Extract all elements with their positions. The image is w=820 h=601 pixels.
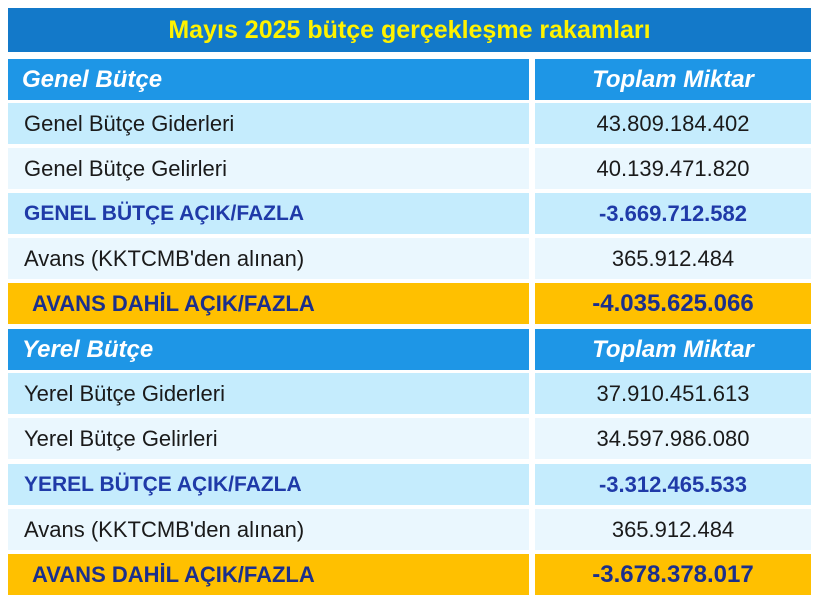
table-row: Avans (KKTCMB'den alınan) 365.912.484: [8, 238, 811, 279]
row-label: Genel Bütçe Gelirleri: [8, 148, 529, 189]
row-label: Yerel Bütçe Giderleri: [8, 373, 529, 414]
row-value: -3.312.465.533: [535, 464, 811, 505]
table-row: Yerel Bütçe Gelirleri 34.597.986.080: [8, 418, 811, 459]
row-value: 40.139.471.820: [535, 148, 811, 189]
row-label: AVANS DAHİL AÇIK/FAZLA: [8, 283, 529, 324]
row-value: 34.597.986.080: [535, 418, 811, 459]
page-title: Mayıs 2025 bütçe gerçekleşme rakamları: [8, 8, 811, 52]
row-value: -4.035.625.066: [535, 283, 811, 324]
general-advance-included-row: AVANS DAHİL AÇIK/FAZLA -4.035.625.066: [8, 283, 811, 324]
general-budget-header-amount: Toplam Miktar: [535, 59, 811, 100]
row-label: Avans (KKTCMB'den alınan): [8, 238, 529, 279]
table-row: Avans (KKTCMB'den alınan) 365.912.484: [8, 509, 811, 550]
row-value: 37.910.451.613: [535, 373, 811, 414]
table-row: Genel Bütçe Gelirleri 40.139.471.820: [8, 148, 811, 189]
row-label: GENEL BÜTÇE AÇIK/FAZLA: [8, 193, 529, 234]
row-value: -3.678.378.017: [535, 554, 811, 595]
row-value: 365.912.484: [535, 238, 811, 279]
general-budget-header-label: Genel Bütçe: [8, 59, 529, 100]
row-label: Yerel Bütçe Gelirleri: [8, 418, 529, 459]
local-budget-header: Yerel Bütçe Toplam Miktar: [8, 329, 811, 370]
row-value: 365.912.484: [535, 509, 811, 550]
general-budget-header: Genel Bütçe Toplam Miktar: [8, 59, 811, 100]
local-budget-header-label: Yerel Bütçe: [8, 329, 529, 370]
table-row: Yerel Bütçe Giderleri 37.910.451.613: [8, 373, 811, 414]
general-budget-deficit-row: GENEL BÜTÇE AÇIK/FAZLA -3.669.712.582: [8, 193, 811, 234]
row-value: 43.809.184.402: [535, 103, 811, 144]
table-row: Genel Bütçe Giderleri 43.809.184.402: [8, 103, 811, 144]
row-label: YEREL BÜTÇE AÇIK/FAZLA: [8, 464, 529, 505]
row-label: Genel Bütçe Giderleri: [8, 103, 529, 144]
row-label: Avans (KKTCMB'den alınan): [8, 509, 529, 550]
local-budget-deficit-row: YEREL BÜTÇE AÇIK/FAZLA -3.312.465.533: [8, 464, 811, 505]
local-budget-header-amount: Toplam Miktar: [535, 329, 811, 370]
row-label: AVANS DAHİL AÇIK/FAZLA: [8, 554, 529, 595]
local-advance-included-row: AVANS DAHİL AÇIK/FAZLA -3.678.378.017: [8, 554, 811, 595]
row-value: -3.669.712.582: [535, 193, 811, 234]
